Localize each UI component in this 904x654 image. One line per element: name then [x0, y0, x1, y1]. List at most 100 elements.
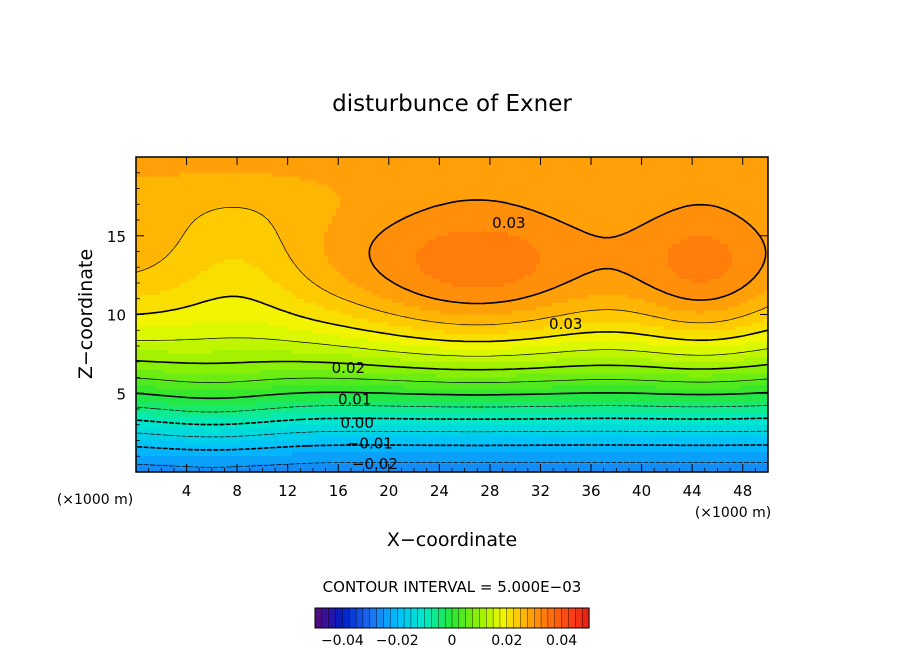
field-cell: [376, 251, 381, 257]
field-cell: [496, 227, 501, 233]
field-cell: [580, 263, 585, 268]
field-cell: [480, 271, 485, 276]
field-cell: [508, 279, 513, 284]
field-cell: [328, 172, 333, 178]
field-cell: [476, 196, 481, 201]
field-cell: [144, 275, 149, 280]
field-cell: [540, 220, 545, 225]
field-cell: [696, 263, 701, 268]
field-cell: [544, 168, 549, 174]
field-cell: [296, 220, 301, 225]
field-cell: [276, 212, 281, 217]
field-cell: [200, 271, 205, 276]
field-cell: [392, 157, 397, 162]
field-cell: [176, 172, 181, 178]
field-cell: [612, 231, 617, 237]
field-cell: [376, 267, 381, 272]
field-cell: [428, 216, 433, 221]
field-cell: [564, 259, 569, 264]
field-cell: [384, 172, 389, 178]
field-cell: [672, 157, 677, 162]
field-cell: [208, 251, 213, 257]
field-cell: [392, 220, 397, 225]
field-cell: [508, 192, 513, 197]
field-cell: [196, 216, 201, 221]
field-cell: [280, 216, 285, 221]
field-cell: [508, 223, 513, 229]
field-cell: [720, 168, 725, 174]
field-cell: [468, 255, 473, 260]
field-cell: [580, 164, 585, 170]
field-cell: [432, 184, 437, 190]
field-cell: [388, 216, 393, 221]
field-cell: [748, 160, 753, 166]
field-cell: [512, 235, 517, 241]
field-cell: [680, 255, 685, 260]
field-cell: [436, 160, 441, 166]
field-cell: [596, 188, 601, 194]
field-cell: [512, 216, 517, 221]
field-cell: [460, 220, 465, 225]
field-cell: [676, 239, 681, 245]
field-cell: [664, 157, 669, 162]
field-cell: [244, 157, 249, 162]
field-cell: [468, 220, 473, 225]
field-cell: [436, 212, 441, 217]
field-cell: [484, 164, 489, 170]
field-cell: [552, 157, 557, 162]
field-cell: [248, 267, 253, 272]
field-cell: [528, 192, 533, 197]
field-cell: [428, 251, 433, 257]
field-cell: [356, 208, 361, 213]
field-cell: [184, 208, 189, 213]
field-cell: [428, 279, 433, 284]
field-cell: [556, 227, 561, 233]
field-cell: [268, 196, 273, 201]
field-cell: [728, 164, 733, 170]
field-cell: [292, 235, 297, 241]
field-cell: [236, 247, 241, 253]
field-cell: [188, 188, 193, 194]
field-cell: [424, 220, 429, 225]
field-cell: [172, 192, 177, 197]
field-cell: [444, 259, 449, 264]
field-cell: [572, 200, 577, 205]
field-cell: [668, 251, 673, 257]
field-cell: [544, 275, 549, 280]
field-cell: [176, 223, 181, 229]
field-cell: [164, 239, 169, 245]
field-cell: [552, 243, 557, 249]
field-cell: [192, 184, 197, 190]
field-cell: [636, 200, 641, 205]
field-cell: [376, 227, 381, 233]
field-cell: [464, 157, 469, 162]
field-cell: [364, 192, 369, 197]
field-cell: [636, 235, 641, 241]
field-cell: [552, 247, 557, 253]
field-cell: [572, 164, 577, 170]
field-cell: [144, 231, 149, 237]
field-cell: [484, 216, 489, 221]
field-cell: [240, 271, 245, 276]
field-cell: [340, 204, 345, 209]
field-cell: [476, 231, 481, 237]
field-cell: [224, 216, 229, 221]
field-cell: [600, 196, 605, 201]
field-cell: [236, 176, 241, 182]
field-cell: [280, 180, 285, 186]
field-cell: [536, 275, 541, 280]
field-cell: [496, 275, 501, 280]
field-cell: [336, 279, 341, 284]
field-cell: [388, 157, 393, 162]
field-cell: [272, 208, 277, 213]
field-cell: [764, 188, 768, 194]
field-cell: [324, 160, 329, 166]
field-cell: [320, 164, 325, 170]
field-cell: [444, 223, 449, 229]
field-cell: [644, 208, 649, 213]
field-cell: [148, 204, 153, 209]
field-cell: [604, 216, 609, 221]
field-cell: [400, 220, 405, 225]
field-cell: [416, 235, 421, 241]
field-cell: [356, 247, 361, 253]
